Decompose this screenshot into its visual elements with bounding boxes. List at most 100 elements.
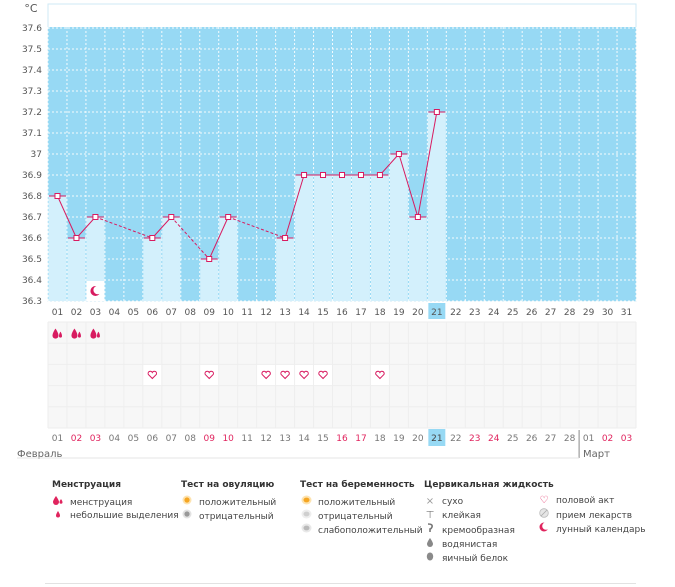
heart-icon	[375, 370, 385, 380]
legend-other-item: прием лекарств	[538, 508, 646, 522]
blood-drops-icon	[71, 328, 81, 339]
temperature-bar	[295, 175, 314, 301]
day-label: 16	[336, 308, 348, 318]
day-label: 19	[393, 308, 405, 318]
y-tick-label: 37.1	[22, 129, 42, 139]
legend-label: прием лекарств	[556, 511, 633, 521]
bottom-day-label: 01	[583, 434, 594, 444]
legend-cervical-item: водянистая	[424, 537, 554, 551]
bottom-day-label: 11	[241, 434, 252, 444]
temperature-point	[414, 214, 421, 220]
legend-ovulation-title: Тест на овуляцию	[181, 480, 275, 490]
pin-icon: ⊤	[425, 510, 435, 521]
legend-other: ♡ половой акт прием лекарств лунный кален…	[538, 494, 646, 536]
bottom-day-label: 24	[488, 434, 500, 444]
heart-cell	[257, 364, 276, 386]
legend-cervical-title: Цервикальная жидкость	[424, 480, 554, 490]
bottom-day-label: 01	[52, 434, 63, 444]
legend-ovulation-item: отрицательный	[181, 509, 276, 523]
y-tick-label: 37.2	[22, 108, 42, 118]
blood-drop-large	[90, 328, 97, 339]
day-label: 28	[564, 308, 576, 318]
y-tick-label: 36.7	[22, 213, 42, 223]
day-label: 09	[203, 308, 215, 318]
temperature-bar	[162, 217, 181, 301]
heart-cell	[143, 364, 162, 386]
orange-test-icon	[300, 495, 312, 510]
y-tick-label: 36.6	[22, 234, 42, 244]
y-tick-label: 36.3	[22, 297, 42, 307]
bottom-day-label: 08	[185, 434, 197, 444]
temperature-point	[225, 214, 232, 220]
day-label: 01	[52, 308, 63, 318]
day-label: 14	[298, 308, 310, 318]
temperature-line-segment	[57, 195, 77, 239]
heart-cell	[295, 364, 314, 386]
heart-icon	[299, 370, 309, 380]
temperature-point	[168, 214, 175, 220]
day-label: 05	[128, 308, 139, 318]
bottom-day-label: 12	[260, 434, 271, 444]
temperature-bar	[389, 154, 408, 301]
cream-icon	[424, 523, 436, 538]
temperature-line-segment	[95, 216, 153, 239]
temperature-bar	[48, 196, 67, 301]
bottom-day-label: 21	[431, 434, 442, 444]
temperature-line-segment	[76, 216, 96, 239]
temperature-bar	[86, 217, 105, 301]
water-drop-icon	[424, 537, 436, 552]
temperature-bar	[276, 238, 295, 301]
heart-icon: ♡	[539, 495, 549, 506]
temperature-point	[301, 172, 308, 178]
temperature-bar	[370, 175, 389, 301]
temperature-line-segment	[170, 216, 210, 260]
legend-label: менструация	[70, 498, 133, 508]
bottom-day-label: 28	[564, 434, 576, 444]
bottom-day-label: 03	[90, 434, 101, 444]
legend-menstruation-item: менструация	[52, 495, 179, 509]
bottom-day-label: 15	[317, 434, 328, 444]
y-tick-label: 37	[31, 150, 42, 160]
day-label: 31	[621, 308, 632, 318]
y-tick-label: 37.4	[22, 66, 42, 76]
month-label-end: Март	[583, 449, 610, 460]
moon-icon	[90, 285, 103, 296]
day-label: 20	[412, 308, 424, 318]
y-tick-label: 37.5	[22, 45, 42, 55]
legend-menstruation: Менструация менструация небольшие выделе…	[52, 480, 179, 523]
month-label-start: Февраль	[17, 449, 63, 460]
legend-cervical-item: яичный белок	[424, 551, 554, 565]
current-day-highlight	[428, 429, 446, 446]
temperature-line-segment	[398, 153, 419, 218]
day-label: 07	[166, 308, 177, 318]
temperature-point	[339, 172, 345, 178]
blood-drops-icon	[90, 328, 100, 339]
temperature-line-segment	[284, 174, 305, 239]
legend-label: яичный белок	[442, 554, 509, 564]
bottom-day-label: 27	[545, 434, 556, 444]
bottom-day-label: 23	[469, 434, 480, 444]
day-label: 27	[545, 308, 556, 318]
legend-label: отрицательный	[199, 512, 274, 522]
egg-white-icon	[424, 551, 436, 566]
chart-legend: Менструация менструация небольшие выделе…	[0, 470, 675, 587]
day-label: 21	[431, 308, 442, 318]
day-label: 04	[109, 308, 121, 318]
legend-menstruation-item: небольшие выделения	[52, 509, 179, 523]
temperature-point	[149, 235, 156, 241]
blood-drops-icon	[52, 495, 64, 510]
legend-pregnancy-title: Тест на беременность	[300, 480, 415, 490]
heart-icon	[318, 370, 328, 380]
legend-pregnancy-item: положительный	[300, 495, 423, 509]
temperature-point	[357, 172, 364, 178]
bottom-day-label: 18	[374, 434, 386, 444]
moon-icon-shadow	[93, 285, 103, 295]
temperature-point	[73, 235, 80, 241]
day-label: 12	[260, 308, 271, 318]
legend-ovulation-item: положительный	[181, 495, 276, 509]
temperature-line-segment	[228, 216, 286, 239]
bottom-day-label: 20	[412, 434, 424, 444]
bottom-day-label: 06	[147, 434, 159, 444]
bottom-day-label: 25	[507, 434, 518, 444]
symbol-grid	[48, 322, 636, 428]
